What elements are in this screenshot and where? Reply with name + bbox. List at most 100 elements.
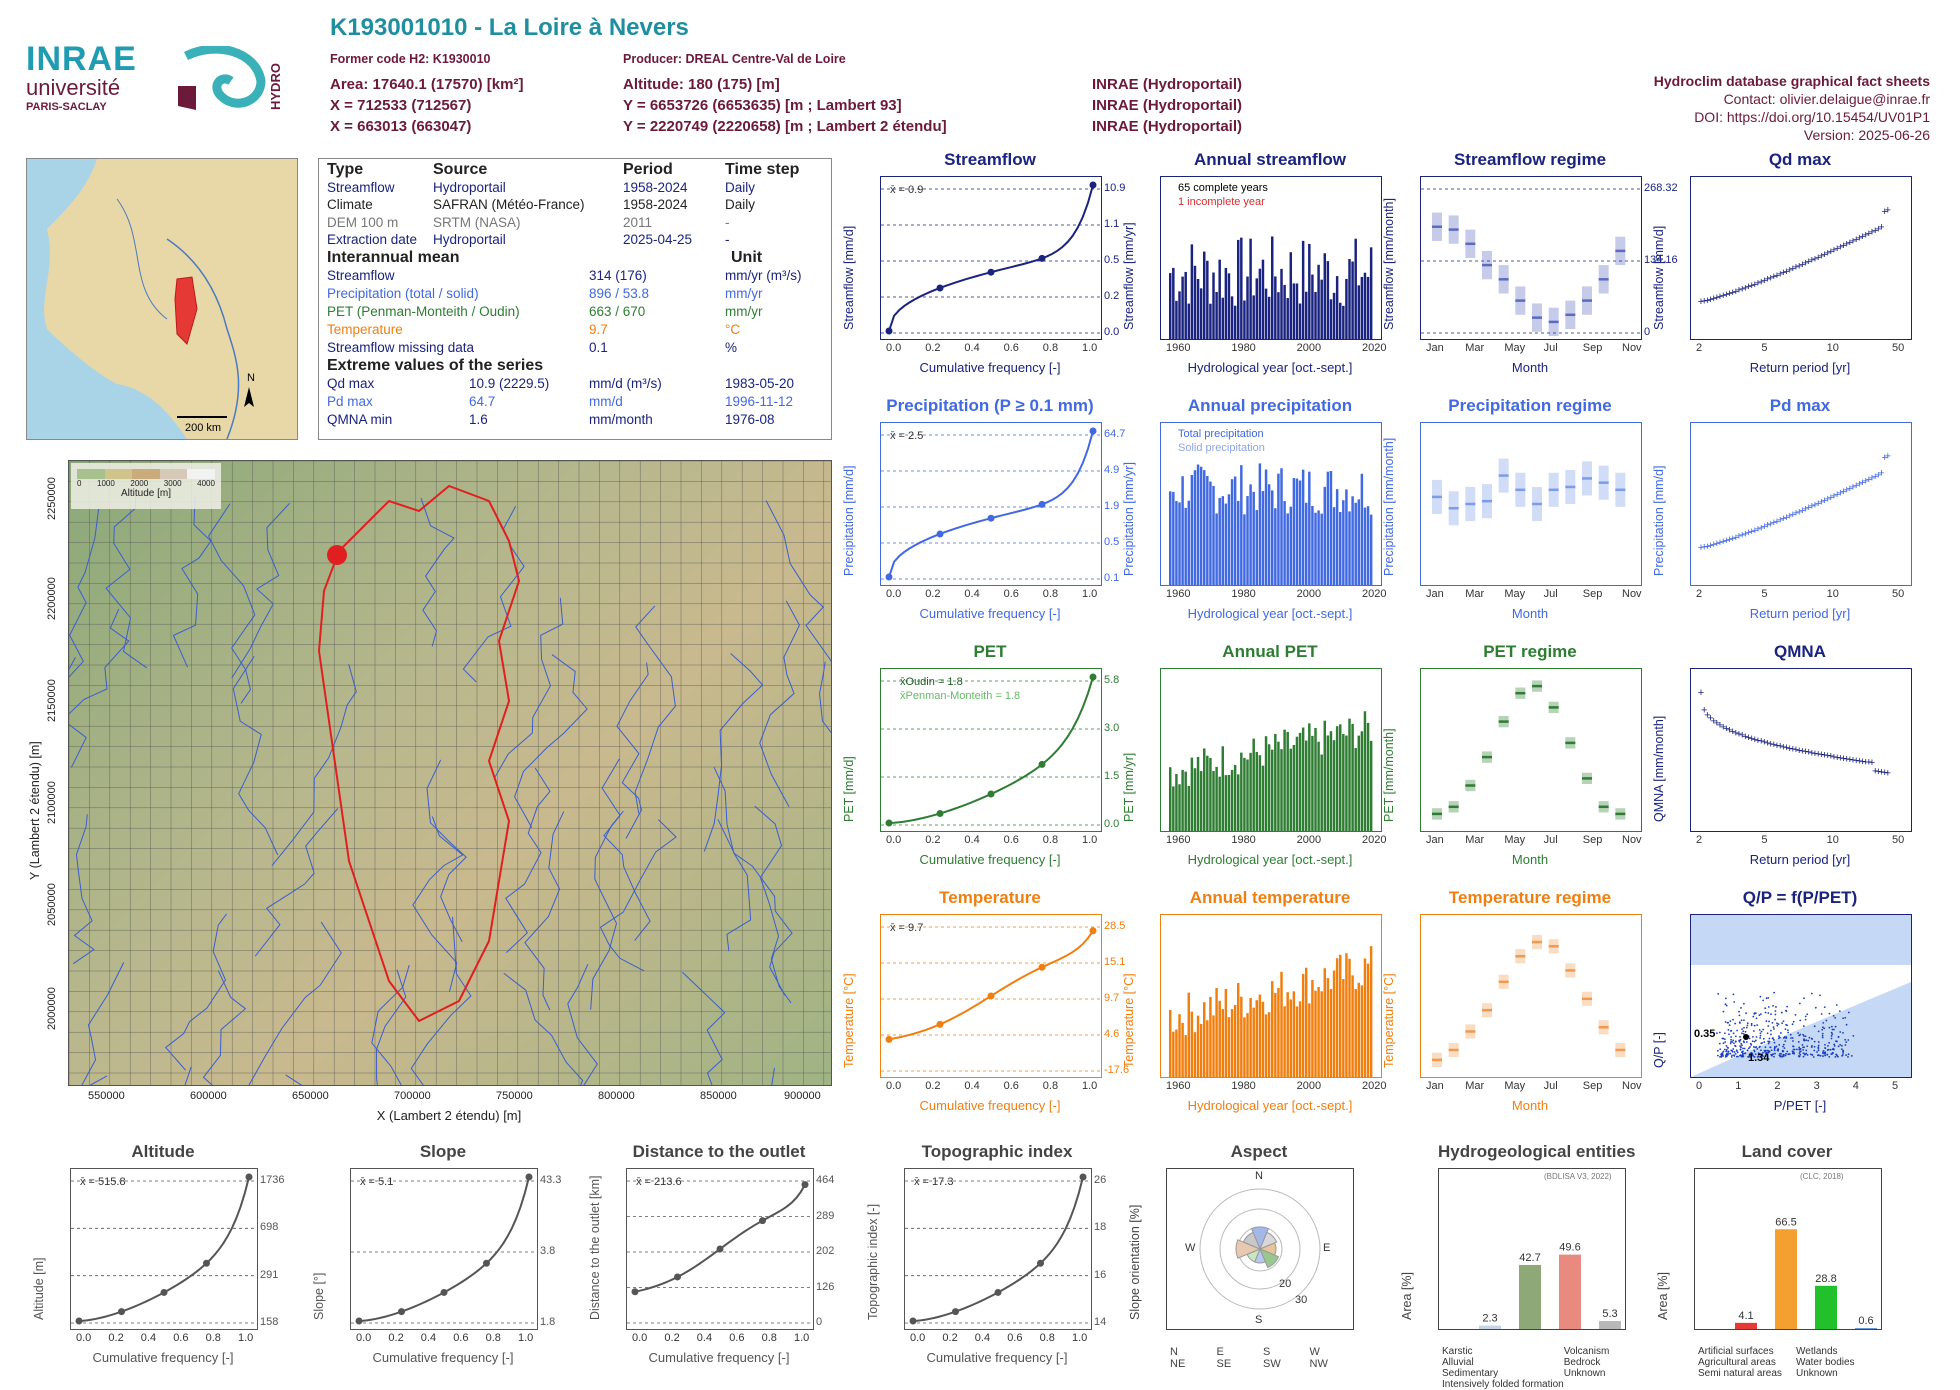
- legend-item: Karstic: [1442, 1346, 1473, 1357]
- annual-bar: [1363, 958, 1367, 1077]
- qp-point: [1773, 1046, 1776, 1048]
- qp-point: [1809, 1053, 1812, 1056]
- qp-point: [1802, 1055, 1805, 1058]
- river: [590, 810, 624, 1010]
- outlet-marker: [327, 545, 347, 565]
- label: Temperature: [327, 322, 403, 337]
- x-axis-label: Return period [yr]: [1749, 360, 1851, 375]
- return-period-point: +: [1859, 231, 1865, 243]
- return-period-point: +: [1812, 253, 1818, 265]
- annual-bar: [1314, 512, 1317, 585]
- qp-point: [1830, 1053, 1833, 1055]
- bar-value-label: 4.1: [1738, 1310, 1753, 1322]
- map-y-label: Y (Lambert 2 étendu) [m]: [28, 741, 42, 880]
- france-map: N 200 km: [44, 159, 297, 439]
- qp-point: [1765, 1020, 1768, 1023]
- qp-point: [1817, 1041, 1820, 1043]
- return-period-point: +: [1748, 733, 1754, 745]
- qp-point: [1824, 1054, 1827, 1057]
- qp-point: [1779, 1036, 1781, 1039]
- quantile-point: [203, 1259, 210, 1267]
- panel-row1-3: Qd max + + + + + + + + + + + + + + + + + + + + + + + + + + + + + + + + + +…: [1650, 150, 1960, 386]
- qp-point: [1727, 1028, 1730, 1031]
- annual-bar: [1218, 259, 1221, 339]
- right-axis-value: 0.2: [1104, 290, 1120, 302]
- return-period-point: +: [1809, 501, 1815, 513]
- bar-value-label: 2.3: [1482, 1313, 1497, 1325]
- qp-point: [1838, 1010, 1841, 1013]
- qp-point: [1758, 1014, 1761, 1017]
- plot-svg: [1169, 946, 1373, 1077]
- return-period-point: +: [1828, 751, 1834, 763]
- qp-point: [1773, 1055, 1775, 1058]
- qp-point: [1734, 1035, 1737, 1038]
- return-period-point: +: [1736, 531, 1742, 543]
- return-period-point: +: [1869, 226, 1875, 238]
- qp-point: [1806, 1045, 1809, 1048]
- annual-bar: [1237, 774, 1240, 831]
- annual-bar: [1233, 1004, 1237, 1077]
- annual-bar: [1169, 491, 1172, 585]
- qp-point: [1745, 1012, 1748, 1015]
- return-period-point: +: [1786, 510, 1792, 522]
- tick: 0.0: [886, 342, 902, 354]
- label: PET (Penman-Monteith / Oudin): [327, 304, 520, 319]
- cdf-line: [78, 1176, 250, 1322]
- annual-bar: [1255, 510, 1259, 585]
- qp-point: [1736, 1029, 1738, 1032]
- rose-ring: [1199, 1188, 1321, 1310]
- qp-point: [1852, 1035, 1855, 1037]
- former-code: Former code H2: K1930010: [330, 52, 491, 66]
- y-axis-label: QMNA [mm/month]: [1652, 715, 1666, 822]
- return-period-point: +: [1815, 748, 1821, 760]
- annual-bar: [1221, 746, 1225, 831]
- return-period-point: +: [1701, 705, 1707, 717]
- annual-bar: [1246, 1013, 1249, 1077]
- return-period-point: +: [1805, 502, 1811, 514]
- qp-point: [1733, 1051, 1736, 1053]
- qp-point: [1737, 1055, 1739, 1058]
- annual-bar: [1184, 507, 1187, 585]
- qp-point: [1773, 1047, 1776, 1050]
- quantile-point: [801, 1181, 809, 1189]
- annual-bar: [1317, 264, 1320, 339]
- altitude-legend-title: Altitude [m]: [120, 488, 172, 499]
- label: Qd max: [327, 376, 375, 391]
- return-period-point: +: [1793, 262, 1799, 274]
- aspect-sector: [1259, 1248, 1280, 1269]
- qp-point: [1731, 1041, 1734, 1043]
- annual-bar: [1181, 476, 1184, 585]
- tick: 0.0: [356, 1332, 372, 1344]
- x-ticks: 2 5 10 50: [1690, 834, 1910, 848]
- annual-bar: [1280, 749, 1283, 831]
- qp-point: [1803, 1035, 1805, 1037]
- right-axis-value: 268.32: [1644, 182, 1678, 194]
- qp-point: [1739, 1022, 1741, 1024]
- qp-point: [1782, 1045, 1784, 1048]
- tick: 0: [1696, 1080, 1703, 1092]
- legend-item: NW: [1309, 1358, 1328, 1370]
- return-period-point: +: [1799, 745, 1805, 757]
- bar: [1815, 1285, 1837, 1329]
- annual-bar: [1311, 274, 1314, 339]
- annual-bar: [1289, 506, 1293, 585]
- qp-point: [1806, 1013, 1809, 1016]
- return-period-point: +: [1710, 715, 1716, 727]
- annual-bar: [1243, 514, 1246, 585]
- annual-bar: [1286, 731, 1289, 831]
- tick: 0.6: [1003, 588, 1019, 600]
- panel-row5-3: Topographic index Cumulative frequency [-…: [864, 1142, 1140, 1376]
- qp-point: [1795, 1048, 1798, 1051]
- qp-point: [1828, 1012, 1831, 1015]
- y-axis-label: PET [mm/month]: [1382, 728, 1396, 822]
- legend-item: Alluvial: [1442, 1357, 1474, 1368]
- cdf-line: [888, 184, 1094, 332]
- qp-point: [1748, 1053, 1751, 1056]
- annual-bar: [1172, 267, 1175, 339]
- annual-bar: [1181, 276, 1184, 339]
- tick: 1.0: [1082, 588, 1098, 600]
- right-axis-value: 0: [1644, 326, 1651, 338]
- aspect-label: 30: [1295, 1294, 1308, 1306]
- annual-bar: [1332, 970, 1336, 1077]
- value: 0.1: [589, 340, 608, 355]
